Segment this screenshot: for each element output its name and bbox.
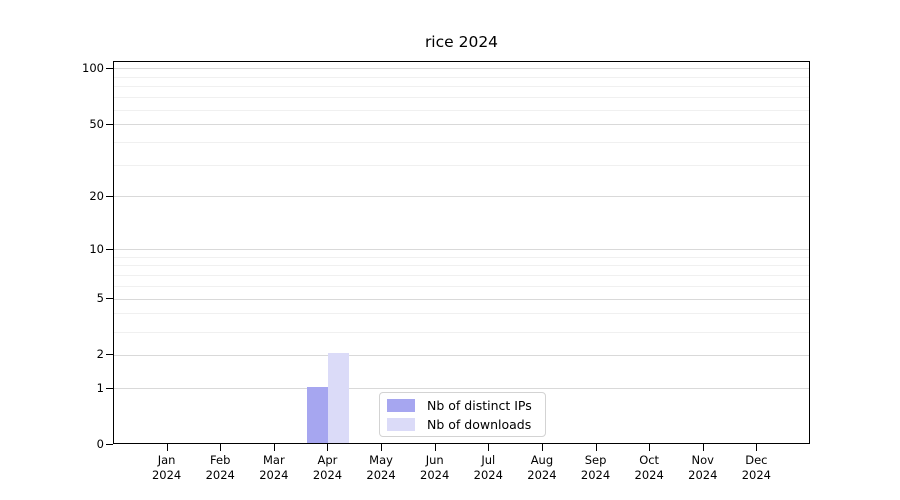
x-tick-year: 2024 bbox=[366, 468, 396, 482]
x-tick-label: Jan 2024 bbox=[127, 453, 207, 483]
legend: Nb of distinct IPs Nb of downloads bbox=[379, 392, 546, 437]
y-tick bbox=[106, 387, 113, 389]
y-gridline-major bbox=[114, 388, 809, 390]
x-tick-label: Aug 2024 bbox=[502, 453, 582, 483]
x-tick-month: Mar bbox=[262, 453, 285, 467]
legend-label-downloads: Nb of downloads bbox=[427, 416, 532, 432]
legend-item-downloads: Nb of downloads bbox=[387, 416, 537, 432]
y-gridline-minor bbox=[114, 265, 809, 267]
y-tick bbox=[106, 123, 113, 125]
x-tick bbox=[327, 444, 329, 451]
x-tick-label: Dec 2024 bbox=[716, 453, 796, 483]
x-tick-month: Apr bbox=[317, 453, 338, 467]
x-tick bbox=[166, 444, 168, 451]
y-tick-label: 50 bbox=[89, 116, 104, 131]
x-tick-year: 2024 bbox=[420, 468, 450, 482]
y-tick bbox=[106, 444, 113, 445]
legend-label-distinct-ips: Nb of distinct IPs bbox=[427, 397, 532, 413]
x-tick-month: May bbox=[369, 453, 393, 467]
x-tick-label: Sep 2024 bbox=[556, 453, 636, 483]
x-tick-year: 2024 bbox=[473, 468, 503, 482]
y-tick-label: 100 bbox=[82, 60, 104, 75]
x-tick-year: 2024 bbox=[312, 468, 343, 482]
x-tick-label: Mar 2024 bbox=[234, 453, 314, 483]
x-tick-year: 2024 bbox=[634, 468, 664, 482]
y-tick-label: 5 bbox=[96, 291, 104, 305]
x-tick bbox=[220, 444, 222, 451]
bar-nb-of-distinct-ips bbox=[307, 386, 329, 443]
legend-item-distinct-ips: Nb of distinct IPs bbox=[387, 397, 537, 413]
x-tick-month: Oct bbox=[639, 453, 660, 467]
y-gridline-minor bbox=[114, 313, 809, 315]
bar-nb-of-downloads bbox=[328, 353, 350, 443]
x-tick-year: 2024 bbox=[151, 468, 182, 482]
x-tick-month: Nov bbox=[691, 453, 714, 467]
plot-area: Nb of distinct IPs Nb of downloads bbox=[113, 61, 810, 444]
y-gridline-minor bbox=[114, 331, 809, 333]
x-tick-month: Feb bbox=[210, 453, 231, 467]
chart-title: rice 2024 bbox=[424, 33, 499, 51]
x-tick-label: Jul 2024 bbox=[448, 453, 528, 483]
y-gridline-minor bbox=[114, 76, 809, 78]
legend-swatch-downloads bbox=[387, 417, 415, 431]
y-gridline-major bbox=[114, 249, 809, 251]
x-tick-month: Dec bbox=[745, 453, 768, 467]
x-tick-label: Nov 2024 bbox=[663, 453, 743, 483]
x-tick-year: 2024 bbox=[580, 468, 611, 482]
x-tick-month: Jun bbox=[425, 453, 444, 467]
y-tick-label: 2 bbox=[96, 347, 104, 362]
legend-swatch-distinct-ips bbox=[387, 398, 415, 412]
y-gridline-major bbox=[114, 298, 809, 300]
x-tick-year: 2024 bbox=[741, 468, 772, 482]
y-tick bbox=[106, 248, 113, 250]
y-tick bbox=[106, 195, 113, 197]
x-tick bbox=[273, 444, 275, 451]
y-gridline-minor bbox=[114, 97, 809, 99]
y-gridline-major bbox=[114, 124, 809, 126]
y-tick-label: 20 bbox=[89, 188, 104, 203]
x-tick bbox=[434, 444, 436, 451]
x-tick-label: May 2024 bbox=[341, 453, 421, 483]
x-tick bbox=[702, 444, 704, 451]
y-gridline-minor bbox=[114, 256, 809, 258]
y-gridline-minor bbox=[114, 86, 809, 88]
x-tick-year: 2024 bbox=[205, 468, 235, 482]
x-tick-month: Sep bbox=[584, 453, 607, 467]
y-tick bbox=[106, 298, 113, 299]
y-tick-label: 10 bbox=[89, 241, 104, 256]
y-tick-label: 0 bbox=[96, 437, 104, 451]
y-gridline-minor bbox=[114, 285, 809, 287]
x-tick-month: Jan bbox=[157, 453, 176, 467]
y-gridline-minor bbox=[114, 141, 809, 143]
x-tick-label: Jun 2024 bbox=[395, 453, 475, 483]
x-tick-year: 2024 bbox=[688, 468, 718, 482]
x-tick bbox=[649, 444, 651, 451]
y-tick bbox=[106, 67, 113, 69]
y-tick-label: 1 bbox=[96, 380, 104, 395]
x-tick-label: Apr 2024 bbox=[287, 453, 367, 483]
y-gridline-minor bbox=[114, 164, 809, 166]
x-tick-label: Oct 2024 bbox=[609, 453, 689, 483]
x-tick-year: 2024 bbox=[527, 468, 557, 482]
x-tick bbox=[541, 444, 543, 451]
y-gridline-minor bbox=[114, 109, 809, 111]
x-tick-label: Feb 2024 bbox=[180, 453, 260, 483]
y-gridline-major bbox=[114, 354, 809, 356]
y-gridline-major bbox=[114, 68, 809, 70]
x-tick-month: Jul bbox=[481, 453, 496, 467]
x-tick-month: Aug bbox=[530, 453, 554, 467]
y-tick bbox=[106, 354, 113, 356]
x-tick bbox=[488, 444, 490, 451]
y-gridline-minor bbox=[114, 275, 809, 277]
x-tick bbox=[595, 444, 597, 451]
x-tick-year: 2024 bbox=[259, 468, 289, 482]
y-gridline-major bbox=[114, 196, 809, 198]
x-tick bbox=[381, 444, 383, 451]
x-tick bbox=[756, 444, 758, 451]
